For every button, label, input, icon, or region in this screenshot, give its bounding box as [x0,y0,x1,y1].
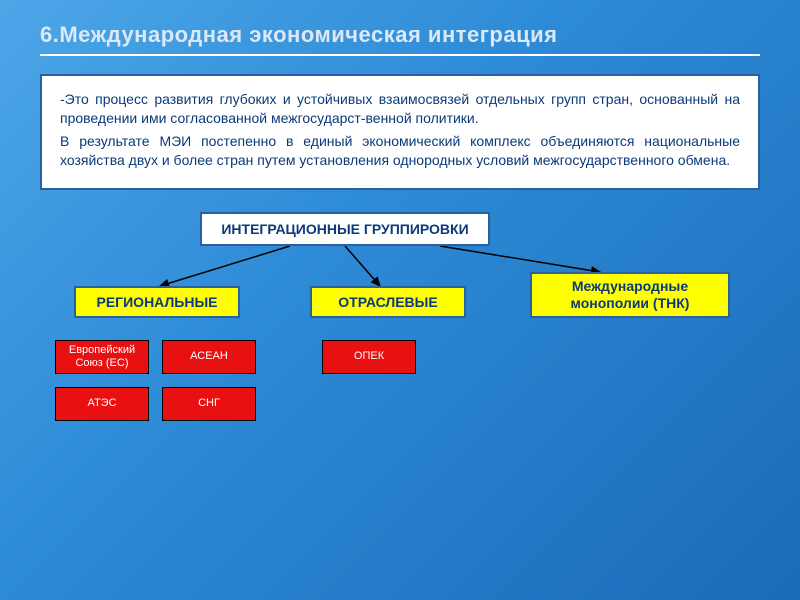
edge-0 [160,246,290,286]
node-regional: РЕГИОНАЛЬНЫЕ [74,286,240,318]
definition-p2: В результате МЭИ постепенно в единый эко… [60,132,740,170]
definition-box: -Это процесс развития глубоких и устойчи… [40,74,760,190]
definition-p1: -Это процесс развития глубоких и устойчи… [60,90,740,128]
page-title: 6.Международная экономическая интеграция [0,0,800,54]
node-opec: ОПЕК [322,340,416,374]
edge-1 [345,246,380,286]
node-cis: СНГ [162,387,256,421]
node-asean: АСЕАН [162,340,256,374]
node-eu: Европейский Союз (ЕС) [55,340,149,374]
node-atec: АТЭС [55,387,149,421]
edge-2 [440,246,600,272]
node-tnc: Международные монополии (ТНК) [530,272,730,318]
diagram-area: ИНТЕГРАЦИОННЫЕ ГРУППИРОВКИ РЕГИОНАЛЬНЫЕ ОТ… [40,212,760,492]
node-root: ИНТЕГРАЦИОННЫЕ ГРУППИРОВКИ [200,212,490,246]
title-underline [40,54,760,56]
node-sectoral: ОТРАСЛЕВЫЕ [310,286,466,318]
